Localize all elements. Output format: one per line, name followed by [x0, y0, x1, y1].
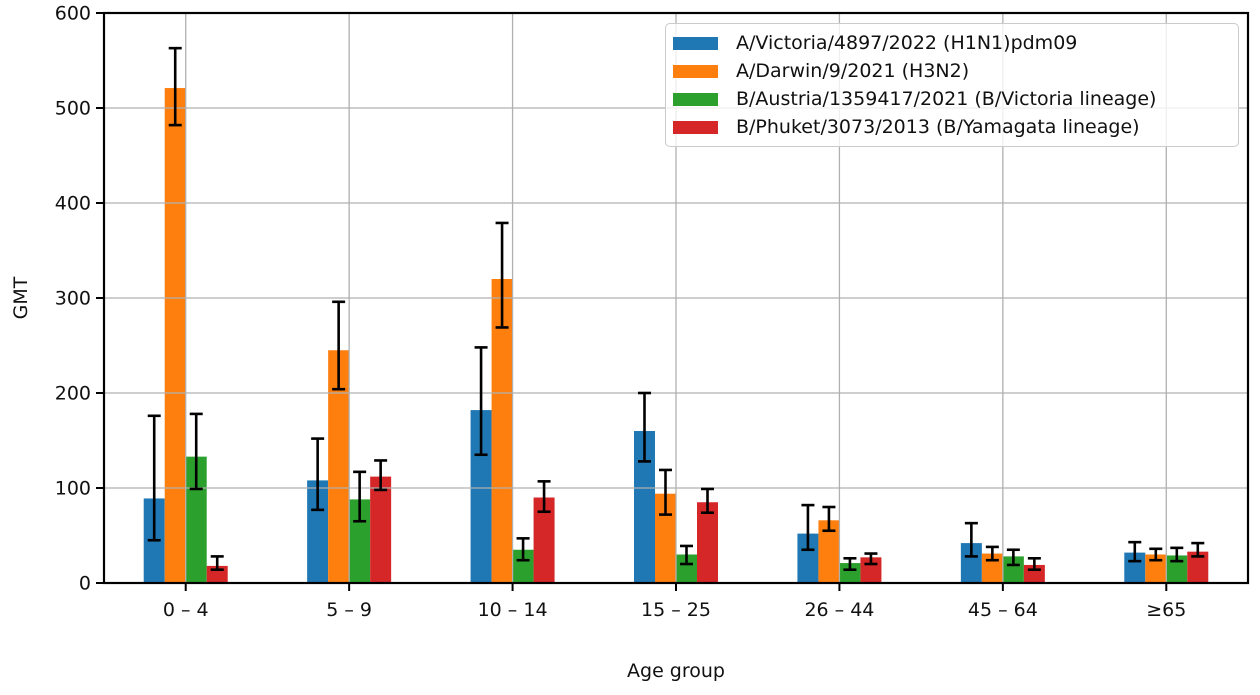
legend-item-label: A/Victoria/4897/2022 (H1N1)pdm09: [736, 32, 1078, 54]
bar-series2-cat3: [676, 554, 697, 583]
bar-series2-cat5: [1002, 556, 1024, 583]
bar-series0-cat4: [797, 533, 819, 583]
bar-series1-cat3: [655, 493, 676, 583]
y-tick-label-100: 100: [55, 478, 91, 500]
bar-series1-cat0: [164, 88, 186, 584]
bar-series1-cat4: [818, 520, 840, 583]
legend-item-2: B/Austria/1359417/2021 (B/Victoria linea…: [666, 86, 1238, 112]
y-tick-label-600: 600: [55, 3, 91, 25]
y-tick-label-200: 200: [55, 383, 91, 405]
legend: A/Victoria/4897/2022 (H1N1)pdm09 A/Darwin…: [665, 23, 1239, 147]
bar-series0-cat1: [307, 480, 329, 583]
legend-item-3: B/Phuket/3073/2013 (B/Yamagata lineage): [666, 114, 1238, 140]
y-tick-label-500: 500: [55, 98, 91, 120]
legend-swatch-icon: [673, 92, 718, 106]
legend-item-1: A/Darwin/9/2021 (H3N2): [666, 58, 1238, 84]
x-tick-label-4: 26 – 44: [804, 599, 874, 621]
bar-series1-cat2: [491, 279, 513, 583]
bar-series3-cat3: [697, 502, 718, 583]
x-tick-label-3: 15 – 25: [641, 599, 711, 621]
x-tick-label-6: ≥65: [1146, 599, 1186, 621]
bar-series3-cat1: [370, 476, 392, 583]
legend-item-label: B/Austria/1359417/2021 (B/Victoria linea…: [736, 88, 1157, 110]
y-tick-label-0: 0: [79, 573, 91, 595]
bar-series1-cat1: [328, 350, 350, 583]
x-tick-label-1: 5 – 9: [326, 599, 372, 621]
legend-item-label: A/Darwin/9/2021 (H3N2): [736, 60, 970, 82]
x-tick-label-5: 45 – 64: [968, 599, 1038, 621]
legend-item-0: A/Victoria/4897/2022 (H1N1)pdm09: [666, 30, 1238, 56]
bar-series2-cat2: [512, 549, 534, 583]
legend-swatch-icon: [673, 36, 718, 50]
bar-series0-cat5: [960, 543, 982, 583]
x-tick-label-2: 10 – 14: [478, 599, 548, 621]
x-axis-label: Age group: [627, 660, 725, 682]
bar-series1-cat6: [1145, 554, 1167, 583]
bar-series3-cat2: [533, 497, 555, 583]
y-axis-label: GMT: [10, 276, 32, 320]
legend-swatch-icon: [673, 64, 718, 78]
bar-series0-cat3: [634, 431, 655, 583]
bar-series0-cat2: [470, 410, 492, 583]
legend-swatch-icon: [673, 120, 718, 134]
y-tick-label-300: 300: [55, 288, 91, 310]
legend-item-label: B/Phuket/3073/2013 (B/Yamagata lineage): [736, 116, 1140, 138]
x-tick-label-0: 0 – 4: [163, 599, 209, 621]
bar-series2-cat4: [839, 563, 861, 583]
y-tick-label-400: 400: [55, 193, 91, 215]
bar-series3-cat6: [1187, 551, 1209, 583]
